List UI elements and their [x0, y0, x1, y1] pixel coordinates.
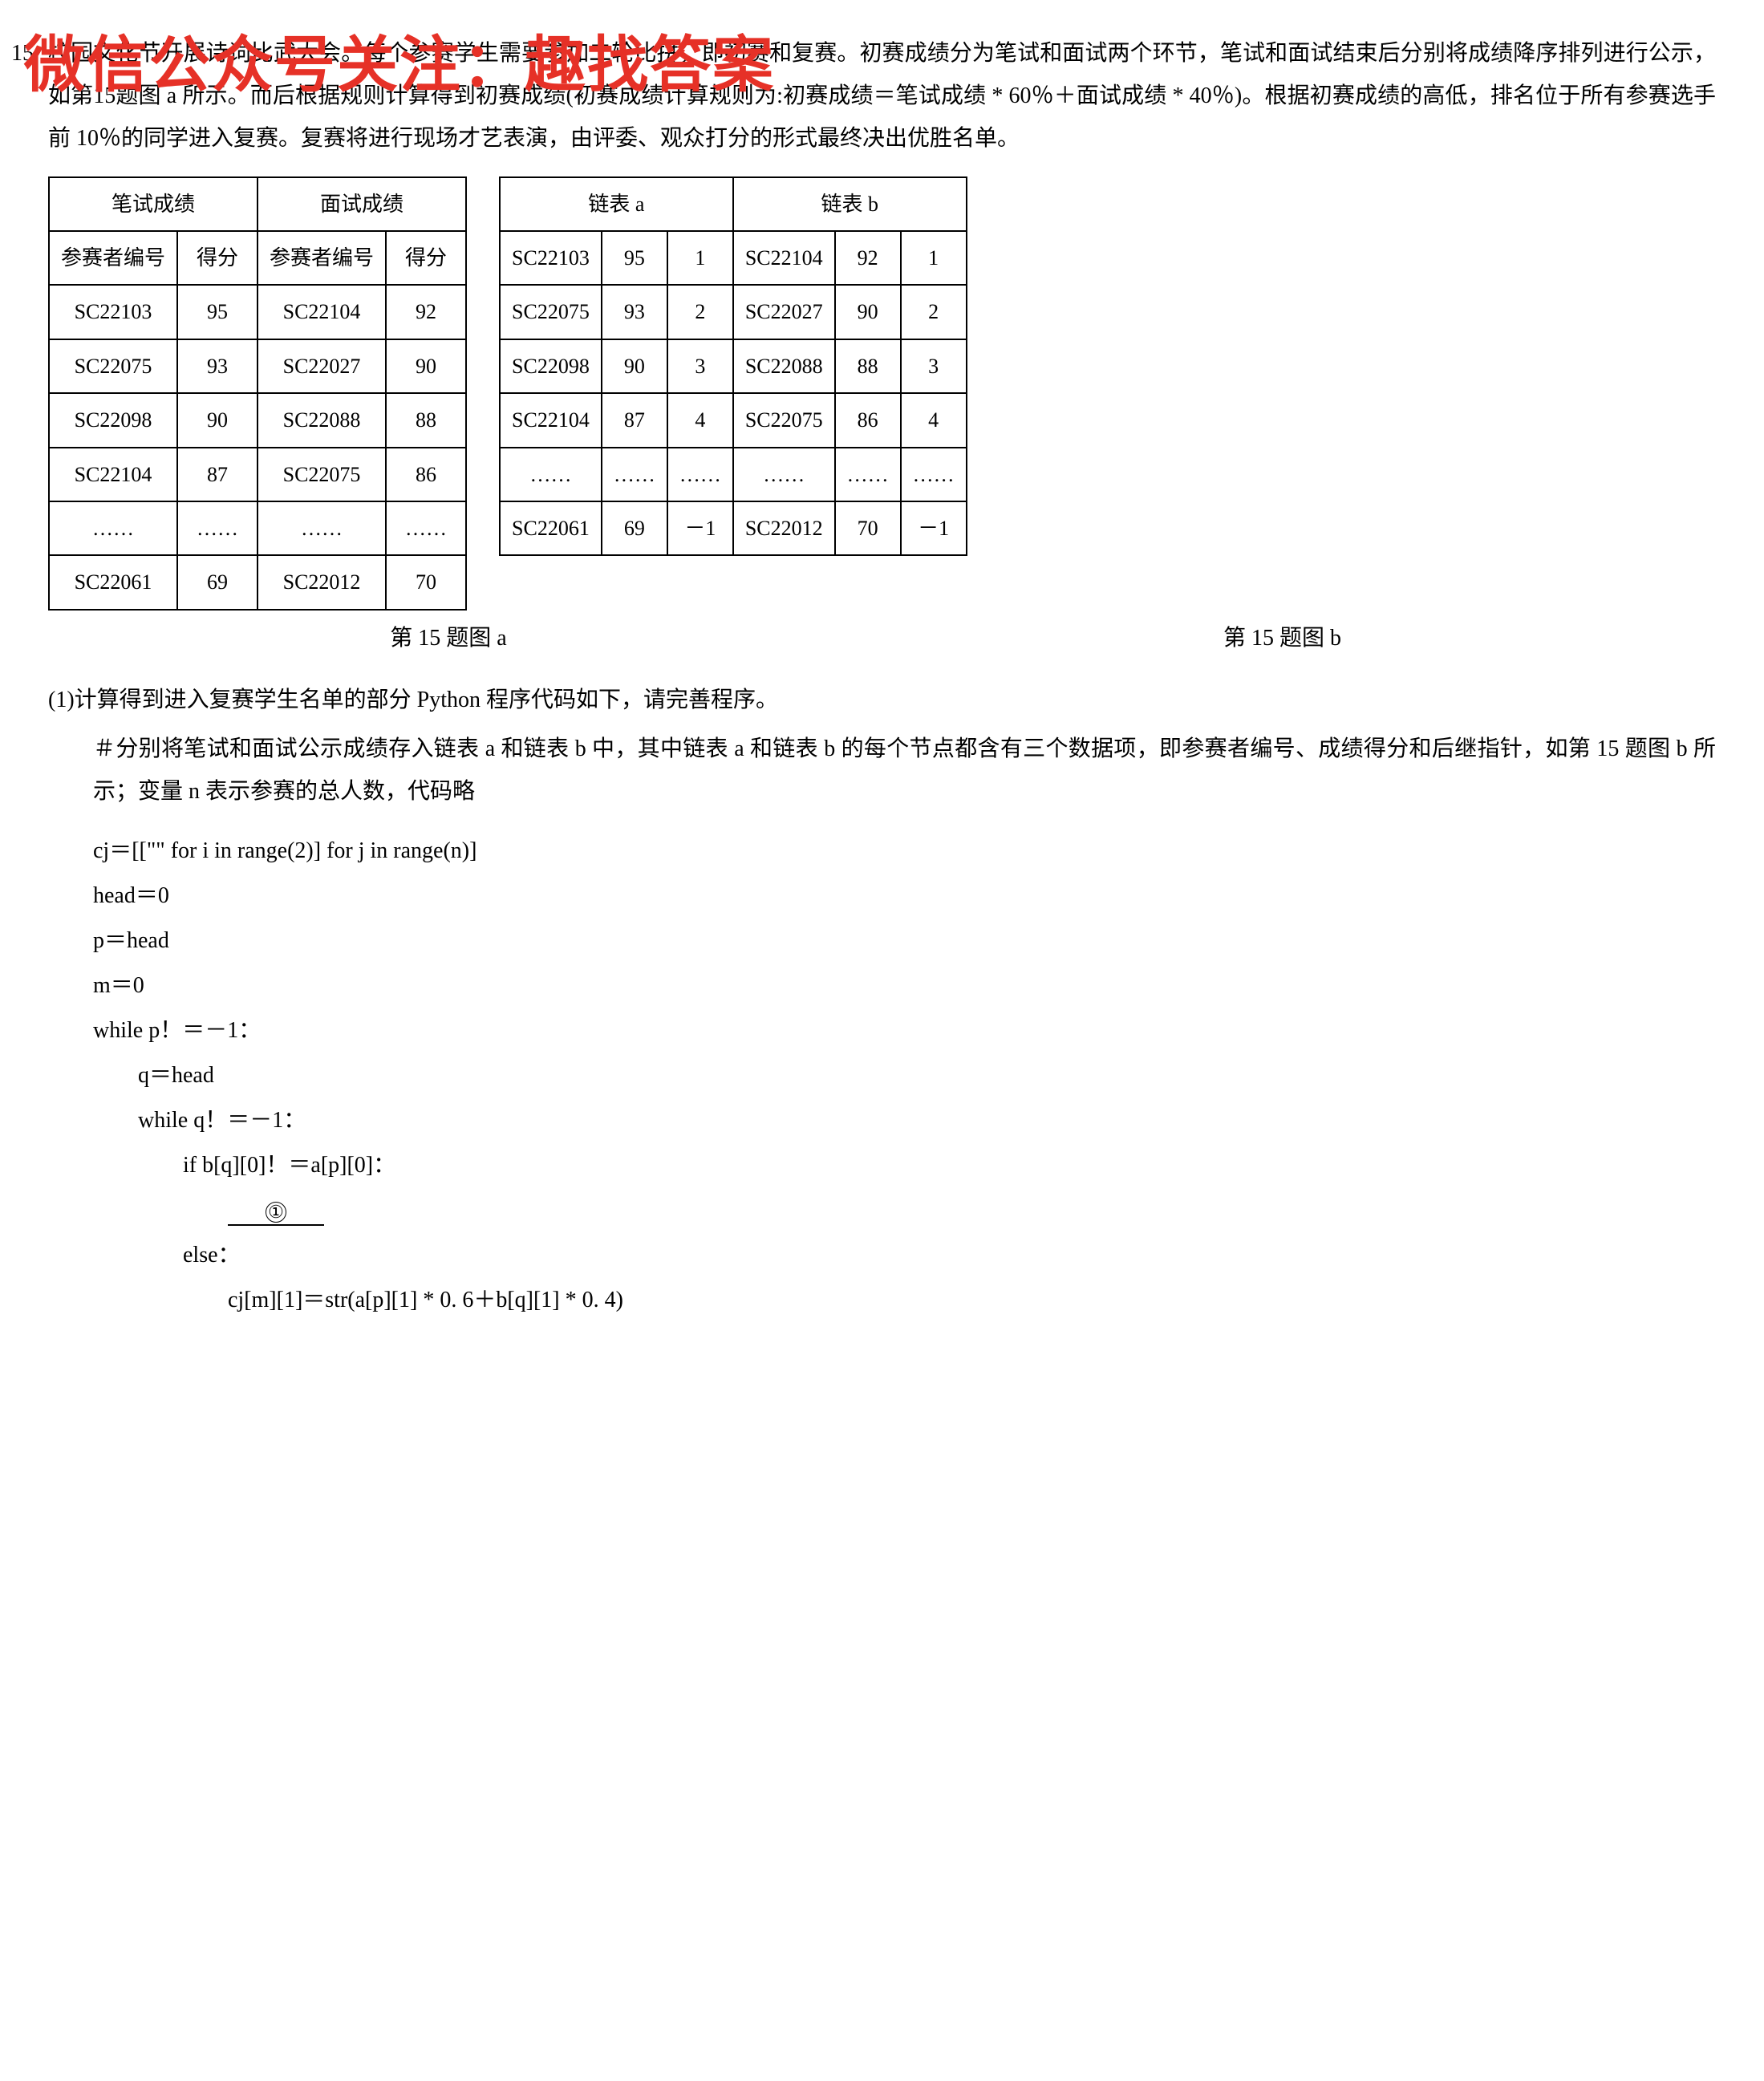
table-b-cell: …… — [733, 448, 835, 501]
table-b-header-list-a: 链表 a — [500, 177, 733, 231]
table-b-cell: SC22088 — [733, 339, 835, 393]
table-b-cell: SC22104 — [500, 393, 602, 447]
table-b: 链表 a 链表 b SC22103951SC22104921SC22075932… — [499, 176, 967, 557]
table-a-col-score2: 得分 — [386, 231, 466, 285]
table-a-cell: SC22061 — [49, 555, 177, 609]
caption-a: 第 15 题图 a — [48, 617, 849, 659]
table-b-cell: 86 — [835, 393, 901, 447]
table-b-header-list-b: 链表 b — [733, 177, 967, 231]
table-a-cell: SC22098 — [49, 393, 177, 447]
question-number: 15. — [11, 32, 39, 75]
fill-blank-1[interactable]: ① — [228, 1197, 324, 1226]
code-line-3: p＝head — [48, 919, 1716, 963]
table-a-cell: SC22075 — [49, 339, 177, 393]
table-b-cell: SC22012 — [733, 501, 835, 555]
caption-b: 第 15 题图 b — [849, 617, 1716, 659]
table-b-cell: …… — [835, 448, 901, 501]
table-a-col-id2: 参赛者编号 — [258, 231, 386, 285]
table-a-cell: SC22027 — [258, 339, 386, 393]
table-a-cell: …… — [258, 501, 386, 555]
table-a-cell: 70 — [386, 555, 466, 609]
table-a-cell: SC22075 — [258, 448, 386, 501]
table-b-cell: 2 — [667, 285, 733, 339]
table-b-cell: 3 — [667, 339, 733, 393]
table-b-cell: SC22098 — [500, 339, 602, 393]
code-line-4: m＝0 — [48, 963, 1716, 1008]
code-line-5: while p！＝－1： — [48, 1008, 1716, 1053]
table-a-cell: 93 — [177, 339, 258, 393]
table-b-cell: SC22103 — [500, 231, 602, 285]
table-a-header-interview: 面试成绩 — [258, 177, 466, 231]
table-b-cell: SC22027 — [733, 285, 835, 339]
table-b-cell: 4 — [667, 393, 733, 447]
table-a-cell: 95 — [177, 285, 258, 339]
table-b-cell: 69 — [602, 501, 667, 555]
tables-container: 笔试成绩 面试成绩 参赛者编号 得分 参赛者编号 得分 SC2210395SC2… — [48, 176, 1716, 611]
table-b-cell: 4 — [901, 393, 967, 447]
table-a-cell: SC22088 — [258, 393, 386, 447]
table-a-header-written: 笔试成绩 — [49, 177, 258, 231]
table-b-cell: 88 — [835, 339, 901, 393]
table-a-col-id1: 参赛者编号 — [49, 231, 177, 285]
table-a-cell: …… — [386, 501, 466, 555]
table-a-cell: SC22012 — [258, 555, 386, 609]
table-a-col-score1: 得分 — [177, 231, 258, 285]
table-a-cell: SC22104 — [258, 285, 386, 339]
table-b-cell: …… — [667, 448, 733, 501]
code-line-1: cj＝[["" for i in range(2)] for j in rang… — [48, 829, 1716, 874]
table-b-cell: 2 — [901, 285, 967, 339]
table-a-cell: 86 — [386, 448, 466, 501]
table-b-cell: 1 — [667, 231, 733, 285]
table-b-cell: 95 — [602, 231, 667, 285]
table-b-cell: 87 — [602, 393, 667, 447]
table-a-cell: 90 — [386, 339, 466, 393]
caption-row: 第 15 题图 a 第 15 题图 b — [48, 617, 1716, 659]
table-a-cell: 69 — [177, 555, 258, 609]
table-a-cell: 87 — [177, 448, 258, 501]
table-b-cell: 90 — [835, 285, 901, 339]
code-line-11: cj[m][1]＝str(a[p][1] * 0. 6＋b[q][1] * 0.… — [48, 1278, 1716, 1323]
table-b-cell: …… — [602, 448, 667, 501]
table-a-cell: 88 — [386, 393, 466, 447]
table-b-cell: …… — [500, 448, 602, 501]
code-line-10: else： — [48, 1233, 1716, 1278]
table-b-cell: 93 — [602, 285, 667, 339]
table-a-cell: 90 — [177, 393, 258, 447]
code-line-8: if b[q][0]！＝a[p][0]： — [48, 1143, 1716, 1188]
table-b-cell: 70 — [835, 501, 901, 555]
table-a-cell: …… — [49, 501, 177, 555]
code-line-9-blank: ① — [48, 1188, 1716, 1233]
table-b-cell: 92 — [835, 231, 901, 285]
table-b-cell: SC22075 — [733, 393, 835, 447]
table-a: 笔试成绩 面试成绩 参赛者编号 得分 参赛者编号 得分 SC2210395SC2… — [48, 176, 467, 611]
table-b-cell: SC22075 — [500, 285, 602, 339]
code-line-6: q＝head — [48, 1053, 1716, 1098]
table-b-cell: 3 — [901, 339, 967, 393]
code-line-2: head＝0 — [48, 874, 1716, 919]
table-b-cell: SC22061 — [500, 501, 602, 555]
table-a-cell: 92 — [386, 285, 466, 339]
table-b-cell: 1 — [901, 231, 967, 285]
table-a-cell: SC22103 — [49, 285, 177, 339]
table-b-cell: 90 — [602, 339, 667, 393]
table-b-cell: SC22104 — [733, 231, 835, 285]
table-b-cell: …… — [901, 448, 967, 501]
code-comment: ＃分别将笔试和面试公示成绩存入链表 a 和链表 b 中，其中链表 a 和链表 b… — [48, 728, 1716, 813]
table-b-cell: －1 — [667, 501, 733, 555]
sub-question-1: (1)计算得到进入复赛学生名单的部分 Python 程序代码如下，请完善程序。 — [48, 679, 1716, 721]
table-b-cell: －1 — [901, 501, 967, 555]
code-line-7: while q！＝－1： — [48, 1098, 1716, 1143]
table-a-cell: SC22104 — [49, 448, 177, 501]
table-a-cell: …… — [177, 501, 258, 555]
question-body: 校园文化节开展诗词比武大会。每个参赛学生需要参加二轮比拼，即初赛和复赛。初赛成绩… — [48, 32, 1716, 160]
blank-marker-1: ① — [266, 1202, 286, 1223]
